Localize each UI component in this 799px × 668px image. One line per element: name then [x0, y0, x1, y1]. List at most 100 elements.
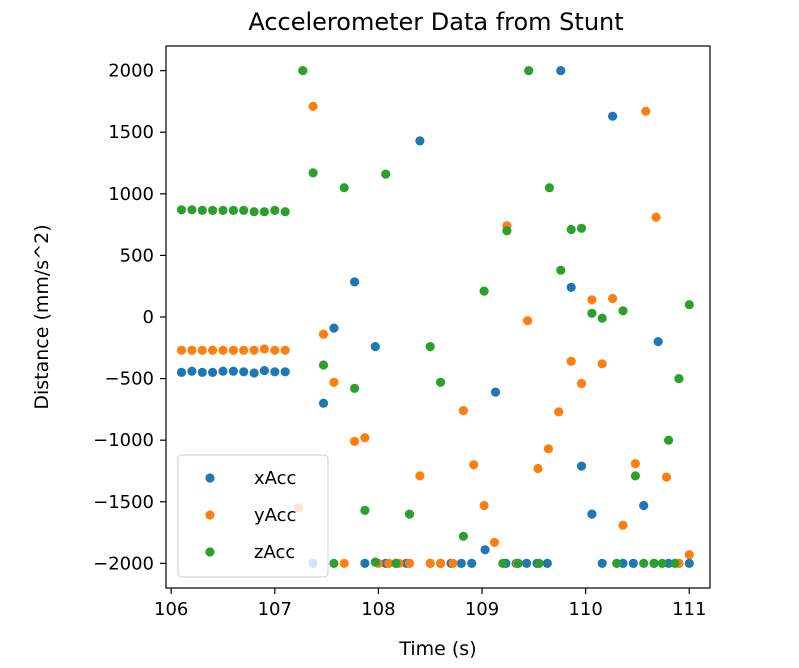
- yAcc-point-36: [566, 356, 576, 366]
- zAcc-point-43: [639, 558, 649, 569]
- zAcc-point-14: [329, 558, 339, 569]
- xAcc-point-0: [176, 367, 187, 377]
- zAcc-point-19: [381, 169, 391, 179]
- zAcc-point-42: [612, 558, 622, 569]
- xAcc-point-24: [456, 558, 466, 569]
- yAcc-point-32: [523, 316, 533, 326]
- zAcc-point-10: [280, 207, 290, 217]
- xAcc-point-7: [249, 368, 259, 378]
- xAcc-point-27: [490, 387, 501, 397]
- y-tick-label-1: −1500: [93, 492, 154, 513]
- zAcc-point-4: [218, 205, 228, 215]
- xAcc-point-15: [360, 558, 370, 569]
- zAcc-point-29: [556, 265, 566, 275]
- xAcc-point-8: [259, 366, 269, 376]
- legend-label-xAcc: xAcc: [254, 468, 296, 489]
- yAcc-point-44: [651, 212, 661, 222]
- xAcc-point-4: [218, 366, 228, 376]
- legend-marker-zAcc: [205, 547, 215, 557]
- legend-items: xAcc yAcc zAcc: [205, 468, 296, 563]
- yAcc-point-14: [329, 377, 339, 387]
- xAcc-point-5: [228, 366, 238, 376]
- zAcc-point-21: [404, 509, 415, 519]
- yAcc-point-2: [197, 345, 207, 355]
- zAcc-point-38: [684, 300, 694, 310]
- yAcc-point-0: [176, 345, 187, 355]
- yAcc-point-17: [360, 433, 370, 443]
- zAcc-point-32: [587, 308, 597, 318]
- zAcc-point-23: [436, 377, 446, 387]
- xAcc-point-46: [684, 558, 694, 569]
- x-tick-label-0: 106: [154, 599, 188, 620]
- yAcc-point-26: [458, 406, 468, 416]
- chart-title: Accelerometer Data from Stunt: [248, 8, 623, 36]
- xAcc-point-26: [480, 545, 490, 555]
- yAcc-point-34: [543, 444, 554, 454]
- zAcc-point-1: [187, 205, 197, 215]
- yAcc-point-41: [618, 520, 628, 530]
- zAcc-point-25: [479, 286, 489, 296]
- zAcc-point-0: [176, 205, 187, 215]
- legend: xAcc yAcc zAcc: [177, 454, 329, 578]
- yAcc-point-37: [576, 378, 587, 389]
- x-tick-label-4: 110: [568, 599, 602, 620]
- zAcc-point-5: [228, 205, 238, 215]
- zAcc-point-26: [502, 226, 512, 236]
- xAcc-point-37: [597, 558, 607, 569]
- xAcc-point-33: [556, 66, 566, 76]
- yAcc-point-47: [684, 550, 694, 560]
- y-tick-label-2: −1000: [93, 430, 154, 451]
- yAcc-point-25: [448, 558, 458, 569]
- x-axis: 106 107 108 109 110 111: [154, 588, 706, 620]
- legend-label-yAcc: yAcc: [254, 505, 296, 526]
- y-tick-label-4: 0: [143, 307, 154, 328]
- zAcc-point-22: [425, 342, 435, 352]
- yAcc-point-3: [208, 345, 218, 355]
- zAcc-point-35: [630, 471, 641, 481]
- yAcc-point-24: [436, 558, 446, 569]
- xAcc-point-10: [280, 367, 290, 377]
- zAcc-point-33: [597, 313, 607, 323]
- zAcc-point-20: [391, 558, 401, 569]
- zAcc-point-45: [657, 558, 667, 569]
- legend-box: [177, 454, 329, 578]
- xAcc-point-6: [239, 367, 249, 377]
- y-tick-label-8: 2000: [108, 61, 154, 82]
- y-axis-label: Distance (mm/s^2): [31, 224, 53, 409]
- zAcc-point-8: [259, 207, 269, 217]
- yAcc-point-22: [415, 471, 425, 481]
- yAcc-point-12: [308, 101, 318, 111]
- y-tick-label-6: 1000: [108, 184, 154, 205]
- yAcc-point-43: [641, 106, 651, 116]
- y-tick-label-0: −2000: [93, 553, 154, 574]
- yAcc-point-5: [228, 345, 238, 355]
- zAcc-point-11: [298, 66, 308, 76]
- zAcc-point-31: [576, 223, 587, 233]
- zAcc-point-46: [670, 558, 680, 569]
- yAcc-point-10: [280, 345, 290, 355]
- yAcc-point-21: [404, 558, 415, 569]
- yAcc-point-8: [259, 344, 269, 354]
- yAcc-point-42: [630, 459, 641, 469]
- xAcc-point-2: [197, 367, 207, 377]
- y-tick-label-7: 1500: [108, 122, 154, 143]
- yAcc-point-28: [479, 500, 489, 511]
- zAcc-point-28: [544, 183, 555, 193]
- x-tick-label-5: 111: [672, 599, 706, 620]
- yAcc-point-35: [554, 407, 564, 417]
- yAcc-point-13: [318, 329, 329, 339]
- zAcc-point-16: [350, 383, 360, 393]
- xAcc-point-36: [587, 509, 597, 519]
- yAcc-point-45: [661, 472, 672, 482]
- xAcc-point-30: [522, 558, 532, 569]
- x-axis-label: Time (s): [398, 638, 476, 660]
- x-tick-label-1: 107: [258, 599, 292, 620]
- yAcc-point-4: [218, 345, 228, 355]
- zAcc-point-18: [370, 557, 380, 567]
- xAcc-point-16: [370, 342, 380, 352]
- yAcc-point-15: [339, 558, 349, 569]
- xAcc-point-39: [618, 558, 628, 569]
- y-tick-label-5: 500: [120, 245, 154, 266]
- xAcc-point-43: [653, 337, 663, 347]
